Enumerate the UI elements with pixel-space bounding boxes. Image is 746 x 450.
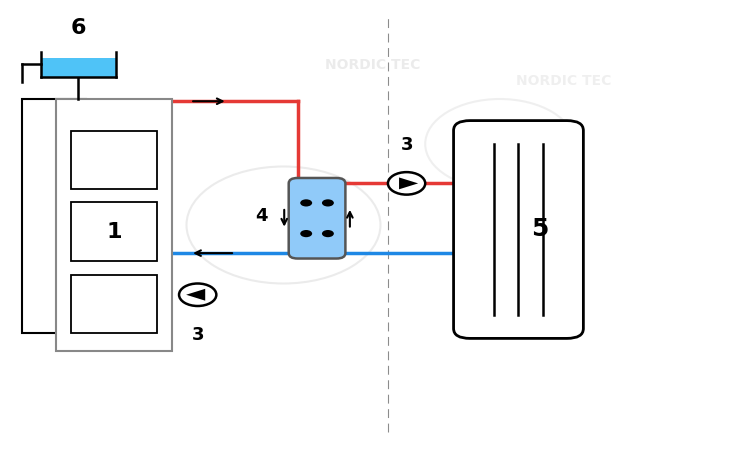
Circle shape: [388, 172, 425, 194]
Text: 3: 3: [192, 326, 204, 344]
FancyBboxPatch shape: [71, 202, 157, 261]
Bar: [41, 58, 116, 76]
Circle shape: [300, 199, 312, 207]
Polygon shape: [399, 177, 418, 189]
Text: 1: 1: [106, 222, 122, 242]
Text: NORDIC TEC: NORDIC TEC: [325, 58, 421, 72]
Text: 5: 5: [531, 217, 548, 242]
FancyBboxPatch shape: [71, 274, 157, 333]
Circle shape: [322, 230, 334, 237]
Circle shape: [179, 284, 216, 306]
Circle shape: [322, 199, 334, 207]
Text: NORDIC TEC: NORDIC TEC: [515, 74, 611, 88]
Text: 3: 3: [401, 136, 413, 154]
FancyBboxPatch shape: [22, 99, 86, 333]
Text: 6: 6: [71, 18, 86, 38]
FancyBboxPatch shape: [454, 121, 583, 338]
Circle shape: [300, 230, 312, 237]
FancyBboxPatch shape: [56, 99, 172, 351]
Text: 4: 4: [256, 207, 268, 225]
FancyBboxPatch shape: [289, 178, 345, 258]
Polygon shape: [186, 289, 205, 301]
FancyBboxPatch shape: [71, 130, 157, 189]
